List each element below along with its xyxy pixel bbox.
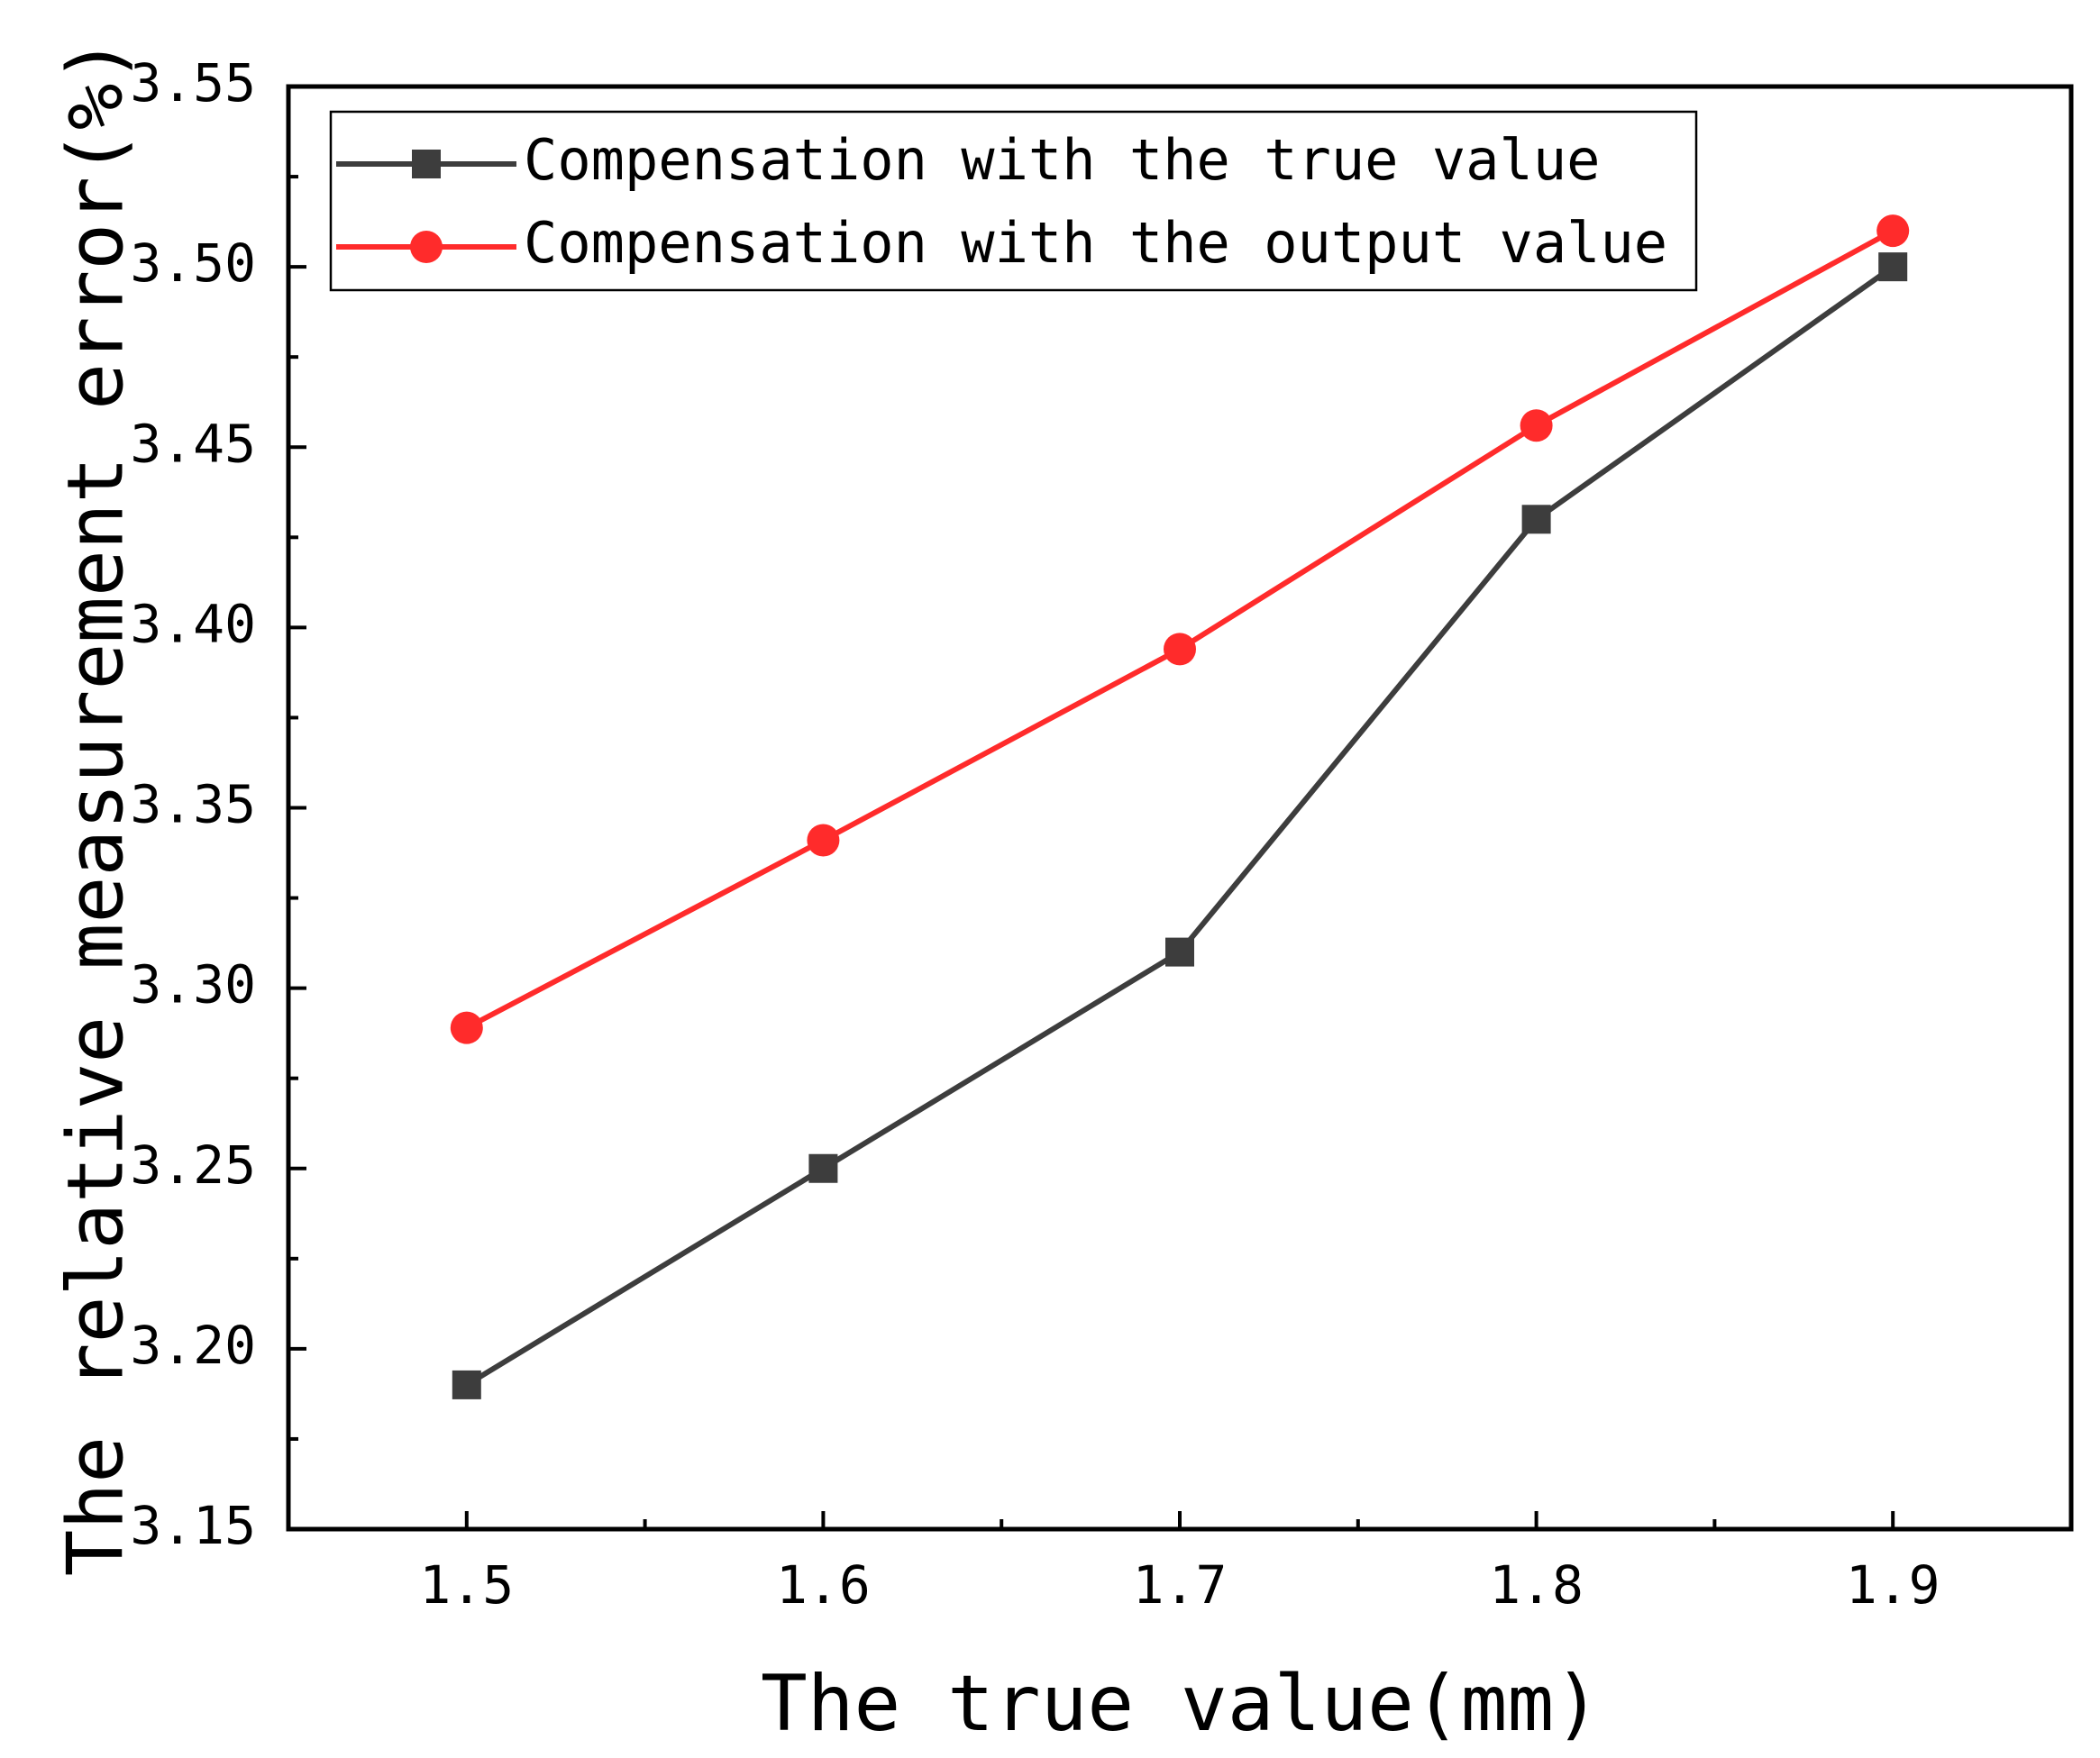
y-axis-title: The relative measurement error(%) xyxy=(50,37,141,1577)
data-point-circle xyxy=(807,824,840,857)
x-tick-label: 1.6 xyxy=(776,1554,871,1616)
plot-frame xyxy=(286,84,2074,1532)
legend-marker-square xyxy=(412,150,441,178)
x-tick-label: 1.9 xyxy=(1846,1554,1940,1616)
y-tick-label: 3.20 xyxy=(130,1315,256,1376)
y-tick-label: 3.35 xyxy=(130,774,256,835)
data-point-circle xyxy=(450,1011,483,1044)
y-tick-label: 3.40 xyxy=(130,593,256,654)
y-axis-title-group: The relative measurement error(%) xyxy=(50,37,141,1577)
legend-marker-circle xyxy=(410,231,443,263)
plot-area: 3.15 3.20 3.25 3.30 3.35 3.40 3.45 3.50 3.55 1.5 1… xyxy=(130,52,2074,1616)
legend-label-1: Compensation with the true value xyxy=(524,127,1600,193)
data-point-square xyxy=(808,1153,838,1183)
legend: Compensation with the true value Compensa… xyxy=(329,110,1698,292)
data-point-square xyxy=(1878,252,1908,282)
x-tick-label: 1.5 xyxy=(419,1554,514,1616)
y-tick-label: 3.50 xyxy=(130,232,256,294)
data-point-square xyxy=(1521,505,1551,534)
y-tick-label: 3.15 xyxy=(130,1495,256,1556)
series-line-2 xyxy=(465,228,1895,1031)
data-point-circle xyxy=(1164,633,1196,666)
y-tick-label: 3.55 xyxy=(130,52,256,114)
y-tick-label: 3.25 xyxy=(130,1134,256,1196)
data-point-circle xyxy=(1876,214,1910,248)
x-axis-title: The true value(mm) xyxy=(761,1659,1601,1749)
data-point-circle xyxy=(1520,409,1553,442)
x-tick-label: 1.7 xyxy=(1133,1554,1228,1616)
x-tick-label: 1.8 xyxy=(1489,1554,1584,1616)
legend-box xyxy=(329,110,1698,292)
y-tick-label: 3.30 xyxy=(130,954,256,1016)
y-tick-label: 3.45 xyxy=(130,413,256,474)
data-point-square xyxy=(1165,937,1194,967)
data-point-square xyxy=(452,1370,481,1399)
legend-label-2: Compensation with the output value xyxy=(524,210,1667,276)
series-line-1 xyxy=(465,264,1895,1388)
